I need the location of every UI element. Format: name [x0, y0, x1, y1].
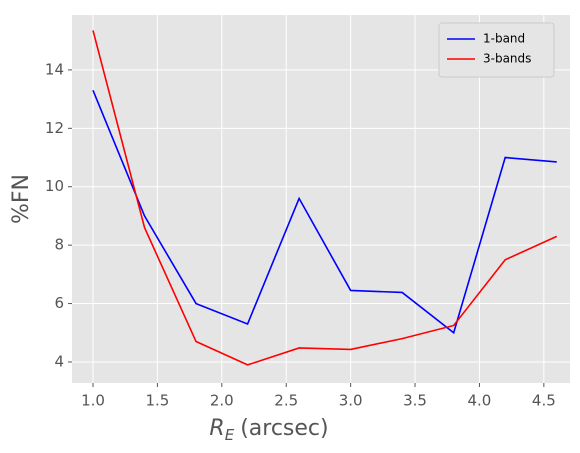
y-tick-label: 10 — [45, 177, 64, 195]
x-tick-label: 1.5 — [145, 392, 169, 410]
y-tick-label: 4 — [54, 352, 64, 370]
y-tick-label: 14 — [45, 60, 64, 78]
legend-label: 3-bands — [483, 52, 531, 66]
y-tick-label: 8 — [54, 236, 64, 254]
x-tick-label: 3.5 — [403, 392, 427, 410]
x-axis-label: RE (arcsec) — [209, 416, 328, 444]
x-tick-label: 4.5 — [532, 392, 556, 410]
grid — [72, 15, 570, 383]
series-line — [92, 30, 558, 366]
y-tick-label: 6 — [54, 294, 64, 312]
y-axis-label: %FN — [9, 174, 34, 224]
x-tick-label: 1.0 — [81, 392, 105, 410]
legend-box — [438, 22, 555, 78]
x-label-subscript: E — [225, 426, 235, 444]
y-tick-label: 12 — [45, 119, 64, 137]
x-tick-label: 3.0 — [339, 392, 363, 410]
x-tick-label: 2.0 — [210, 392, 234, 410]
x-label-text: (arcsec) — [240, 416, 328, 441]
x-label-symbol: R — [209, 416, 224, 441]
series-line — [92, 90, 557, 335]
x-tick-label: 2.5 — [274, 392, 298, 410]
x-tick-label: 4.0 — [468, 392, 492, 410]
legend-label: 1-band — [483, 32, 525, 46]
